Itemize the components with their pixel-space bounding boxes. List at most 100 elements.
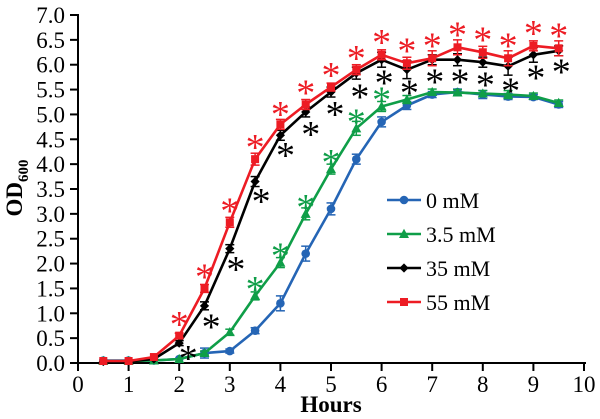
x-tick-label: 4	[275, 372, 287, 397]
significance-asterisks-35-mM: ****** * * * * * * * * * *	[179, 52, 571, 380]
x-axis-title: Hours	[300, 392, 361, 417]
data-point-marker	[554, 44, 563, 53]
data-point-marker	[225, 346, 235, 356]
y-tick-label: 4.5	[36, 127, 65, 152]
y-tick-label: 0.0	[36, 351, 65, 376]
significance-asterisk: *	[499, 25, 518, 67]
y-tick-label: 5.5	[36, 78, 65, 103]
data-point-marker	[276, 120, 285, 129]
significance-asterisk: *	[372, 80, 391, 122]
significance-asterisk: *	[246, 127, 265, 169]
data-point-marker	[352, 154, 361, 164]
data-point-marker	[478, 57, 488, 67]
data-point-marker	[377, 117, 386, 127]
data-point-marker	[503, 89, 514, 99]
data-point-marker	[376, 101, 387, 111]
significance-asterisk: *	[202, 306, 221, 348]
data-point-marker	[427, 86, 438, 97]
significance-asterisk: *	[526, 58, 545, 100]
significance-asterisk: *	[476, 65, 495, 107]
significance-asterisk: *	[296, 187, 315, 229]
significance-asterisk: *	[347, 101, 366, 143]
legend-label: 35 mM	[426, 256, 490, 281]
legend-label: 55 mM	[426, 290, 490, 315]
legend: 0 mM 3.5 mM 35 mM 55 mM	[387, 188, 496, 315]
data-point-marker	[553, 97, 564, 107]
significance-asterisk: *	[301, 114, 320, 156]
significance-asterisk: *	[276, 135, 295, 177]
data-point-marker	[276, 299, 285, 308]
y-tick-label: 2.5	[36, 227, 65, 252]
y-tick-label: 7.0	[36, 3, 65, 28]
y-tick-label: 2.0	[36, 252, 65, 277]
significance-asterisk: *	[252, 181, 271, 223]
x-tick-label: 10	[573, 372, 596, 397]
y-tick-label: 1.0	[36, 301, 65, 326]
data-point-marker	[478, 48, 487, 57]
legend-item-0-mM: 0 mM	[387, 188, 479, 213]
data-point-marker	[99, 357, 108, 366]
significance-asterisk: *	[372, 22, 391, 64]
significance-asterisk: *	[271, 236, 290, 278]
y-tick-label: 3.0	[36, 202, 65, 227]
significance-asterisk: *	[552, 52, 571, 94]
significance-asterisk: *	[347, 38, 366, 80]
data-point-marker	[224, 326, 235, 337]
x-tick-label: 8	[477, 372, 489, 397]
significance-asterisk: *	[195, 257, 214, 299]
data-point-marker	[326, 204, 336, 214]
y-axis-ticks: 0.00.51.01.52.02.53.03.54.04.55.05.56.06…	[36, 3, 78, 376]
series-3p5-mM	[98, 86, 564, 366]
significance-asterisks-55-mM: ****** * * * * * * * * * *	[170, 13, 569, 346]
data-point-marker	[275, 130, 285, 140]
x-tick-label: 9	[528, 372, 540, 397]
x-tick-label: 0	[72, 372, 84, 397]
data-point-marker	[528, 90, 539, 101]
data-point-marker	[528, 50, 538, 60]
data-point-marker	[428, 54, 437, 63]
significance-asterisk: *	[501, 71, 520, 113]
significance-asterisk: *	[322, 142, 341, 184]
data-point-marker	[399, 228, 409, 238]
data-point-marker	[149, 353, 158, 362]
x-tick-label: 1	[123, 372, 135, 397]
y-tick-label: 3.5	[36, 177, 65, 202]
significance-asterisk: *	[397, 30, 416, 72]
significance-asterisks-3p5-mM: ******	[246, 80, 392, 311]
x-tick-label: 2	[173, 372, 185, 397]
significance-asterisk: *	[400, 73, 419, 115]
significance-asterisk: *	[425, 62, 444, 104]
legend-label: 0 mM	[426, 188, 479, 213]
data-point-marker	[199, 301, 210, 311]
x-tick-label: 6	[376, 372, 388, 397]
y-tick-label: 5.0	[36, 102, 65, 127]
data-point-marker	[225, 244, 235, 254]
significance-asterisk: *	[271, 94, 290, 136]
data-point-marker	[300, 208, 311, 218]
legend-item-55-mM: 55 mM	[387, 290, 490, 315]
significance-asterisk: *	[226, 249, 245, 291]
data-point-marker	[175, 331, 184, 340]
x-tick-label: 7	[426, 372, 438, 397]
y-tick-label: 1.5	[36, 276, 65, 301]
data-point-marker	[251, 155, 260, 164]
data-point-marker	[301, 100, 310, 109]
x-axis-ticks: 0 1 2 3 4 5 6 7 8 9 10	[72, 363, 596, 397]
significance-asterisk: *	[296, 73, 315, 115]
significance-asterisk: *	[179, 338, 198, 380]
y-tick-label: 6.0	[36, 53, 65, 78]
legend-label: 3.5 mM	[426, 222, 496, 247]
data-point-marker	[351, 123, 362, 133]
y-tick-label: 0.5	[36, 326, 65, 351]
data-point-marker	[352, 65, 361, 74]
data-point-marker	[377, 50, 386, 59]
data-point-marker	[174, 353, 185, 364]
x-tick-label: 5	[325, 372, 337, 397]
significance-asterisk: *	[375, 63, 394, 105]
significance-asterisk: *	[448, 14, 467, 56]
significance-asterisk: *	[322, 55, 341, 97]
y-tick-label: 6.5	[36, 28, 65, 53]
data-point-marker	[399, 195, 409, 205]
